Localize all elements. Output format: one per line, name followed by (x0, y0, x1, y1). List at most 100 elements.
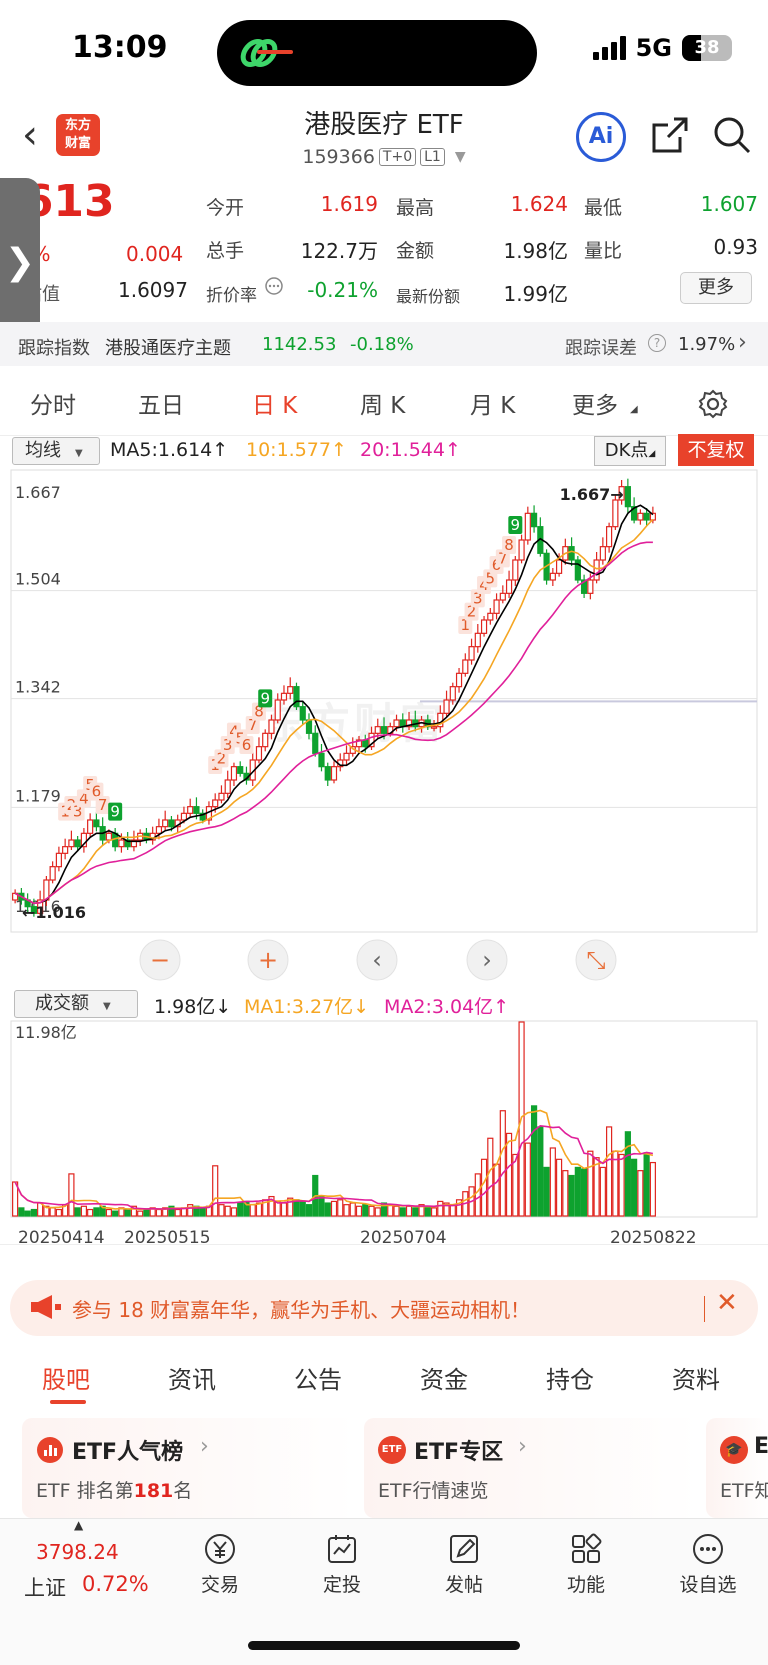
index-name[interactable]: 上证 (24, 1576, 66, 1600)
home-indicator (248, 1641, 520, 1650)
chevron-left-icon[interactable] (356, 939, 398, 981)
volume-bar (130, 1205, 138, 1217)
candle (612, 499, 619, 528)
rank-value: 181 (133, 1480, 174, 1502)
dk-badge-label: 2 (217, 749, 227, 767)
nav-post[interactable]: 发帖 (424, 1532, 504, 1597)
tracking-error-value: 1.97% (678, 334, 736, 355)
volume-bar (443, 1202, 450, 1217)
volume-select[interactable]: 成交额 ▼ (14, 990, 138, 1018)
zoom-out-icon[interactable] (139, 939, 181, 981)
share-icon[interactable] (650, 115, 690, 155)
tab-weekly-k[interactable]: 周 K (360, 393, 406, 419)
volume-chart[interactable]: 11.98亿 20250414 20250515 20250704 20250822 (0, 1020, 768, 1260)
tab-profile[interactable]: 资料 (672, 1366, 720, 1394)
index-value[interactable]: 3798.24 (36, 1540, 119, 1564)
amount-label: 金额 (396, 240, 435, 262)
volume-bar (87, 1208, 94, 1217)
dk-badge-label: 9 (260, 689, 270, 707)
promo-banner[interactable] (10, 1280, 758, 1336)
tag-l1: L1 (420, 148, 445, 166)
ma5-value: MA5:1.614 (110, 439, 213, 461)
caret-down-icon[interactable]: ▼ (454, 149, 466, 165)
volume-bar (480, 1158, 488, 1217)
card-etf-popularity[interactable] (22, 1418, 356, 1518)
candle (374, 726, 381, 734)
volume-bar (587, 1150, 594, 1217)
rank-prefix: ETF 排名第 (36, 1480, 134, 1502)
candle (405, 719, 413, 728)
nav-fixed-invest[interactable]: 定投 (302, 1532, 382, 1597)
graduation-cap-icon: 🎓 (720, 1436, 748, 1464)
ma-select[interactable]: 均线 ▼ (12, 437, 100, 465)
dk-badge (258, 689, 273, 708)
chevron-right-icon[interactable] (466, 939, 508, 981)
nav-add-watchlist[interactable]: 设自选 (668, 1532, 748, 1597)
dots-info-icon[interactable] (264, 276, 284, 296)
no-adjust-button[interactable]: 不复权 (678, 434, 754, 466)
tab-news[interactable]: 资讯 (168, 1366, 216, 1394)
more-button[interactable]: 更多 (680, 272, 752, 304)
card-etf-knowledge[interactable] (706, 1418, 768, 1518)
candle (530, 512, 538, 528)
volume-bar (280, 1202, 288, 1217)
side-drawer-handle[interactable]: ❯ (0, 178, 40, 348)
volume-bar (155, 1208, 163, 1217)
candle (37, 899, 44, 914)
open-value: 1.619 (320, 192, 378, 216)
volume-value: 122.7万 (300, 239, 378, 263)
volume-bar (455, 1199, 463, 1217)
candle (393, 719, 400, 728)
volume-bar (537, 1126, 544, 1217)
ai-button[interactable]: Ai (576, 112, 626, 162)
tab-intraday[interactable]: 分时 (30, 393, 76, 419)
gear-icon[interactable] (697, 388, 729, 420)
volume-bar (649, 1161, 656, 1217)
index-change[interactable]: 0.72% (82, 1572, 149, 1596)
tab-monthly-k[interactable]: 月 K (470, 393, 516, 419)
volume-bar (330, 1200, 338, 1217)
nav-post-label: 发帖 (444, 1574, 483, 1596)
back-icon[interactable]: ‹ (22, 112, 38, 158)
tab-funds[interactable]: 资金 (420, 1366, 468, 1394)
nav-functions[interactable]: 功能 (546, 1532, 626, 1597)
volume-bar (631, 1158, 638, 1217)
shares-label: 最新份额 (396, 287, 461, 306)
volume-bar (337, 1199, 344, 1217)
volume-bar (580, 1168, 588, 1217)
caret-icon: ◢ (630, 404, 638, 415)
candle (468, 646, 475, 661)
volume-bar (624, 1131, 631, 1217)
nav-add-watchlist-label: 设自选 (679, 1574, 737, 1596)
candle (480, 619, 488, 634)
tab-guba[interactable]: 股吧 (42, 1366, 90, 1394)
search-icon[interactable] (712, 115, 752, 155)
candle (505, 579, 513, 594)
volume-bar (105, 1208, 113, 1217)
chart-period-tabs: 分时 五日 日 K 周 K 月 K 更多 ◢ (0, 378, 768, 436)
dk-badge-label: 7 (248, 716, 258, 734)
tab-five-day[interactable]: 五日 (138, 393, 184, 419)
tab-announcements[interactable]: 公告 (294, 1366, 342, 1394)
high-value: 1.624 (510, 192, 568, 216)
tracking-row[interactable] (0, 322, 768, 366)
expand-icon[interactable] (575, 939, 617, 981)
card-etf-zone-title: ETF专区 (414, 1440, 504, 1465)
chevron-right-icon[interactable]: › (738, 330, 747, 355)
tab-more[interactable]: 更多 (572, 393, 618, 419)
help-icon[interactable]: ? (648, 334, 666, 352)
dk-points-button[interactable]: DK点◢ (594, 436, 666, 466)
volume-bar (49, 1207, 56, 1217)
tab-daily-k[interactable]: 日 K (252, 393, 298, 419)
nav-trade[interactable]: 交易 (180, 1532, 260, 1597)
card-etf-popularity-sub: ETF 排名第181名 (36, 1476, 192, 1503)
volume-bar (437, 1200, 444, 1217)
close-icon[interactable]: ✕ (716, 1288, 738, 1318)
zoom-in-icon[interactable] (247, 939, 289, 981)
volume-label: 总手 (206, 240, 245, 262)
candle (637, 512, 644, 521)
candle (87, 819, 94, 834)
card-etf-zone[interactable] (364, 1418, 698, 1518)
tab-holdings[interactable]: 持仓 (546, 1366, 594, 1394)
